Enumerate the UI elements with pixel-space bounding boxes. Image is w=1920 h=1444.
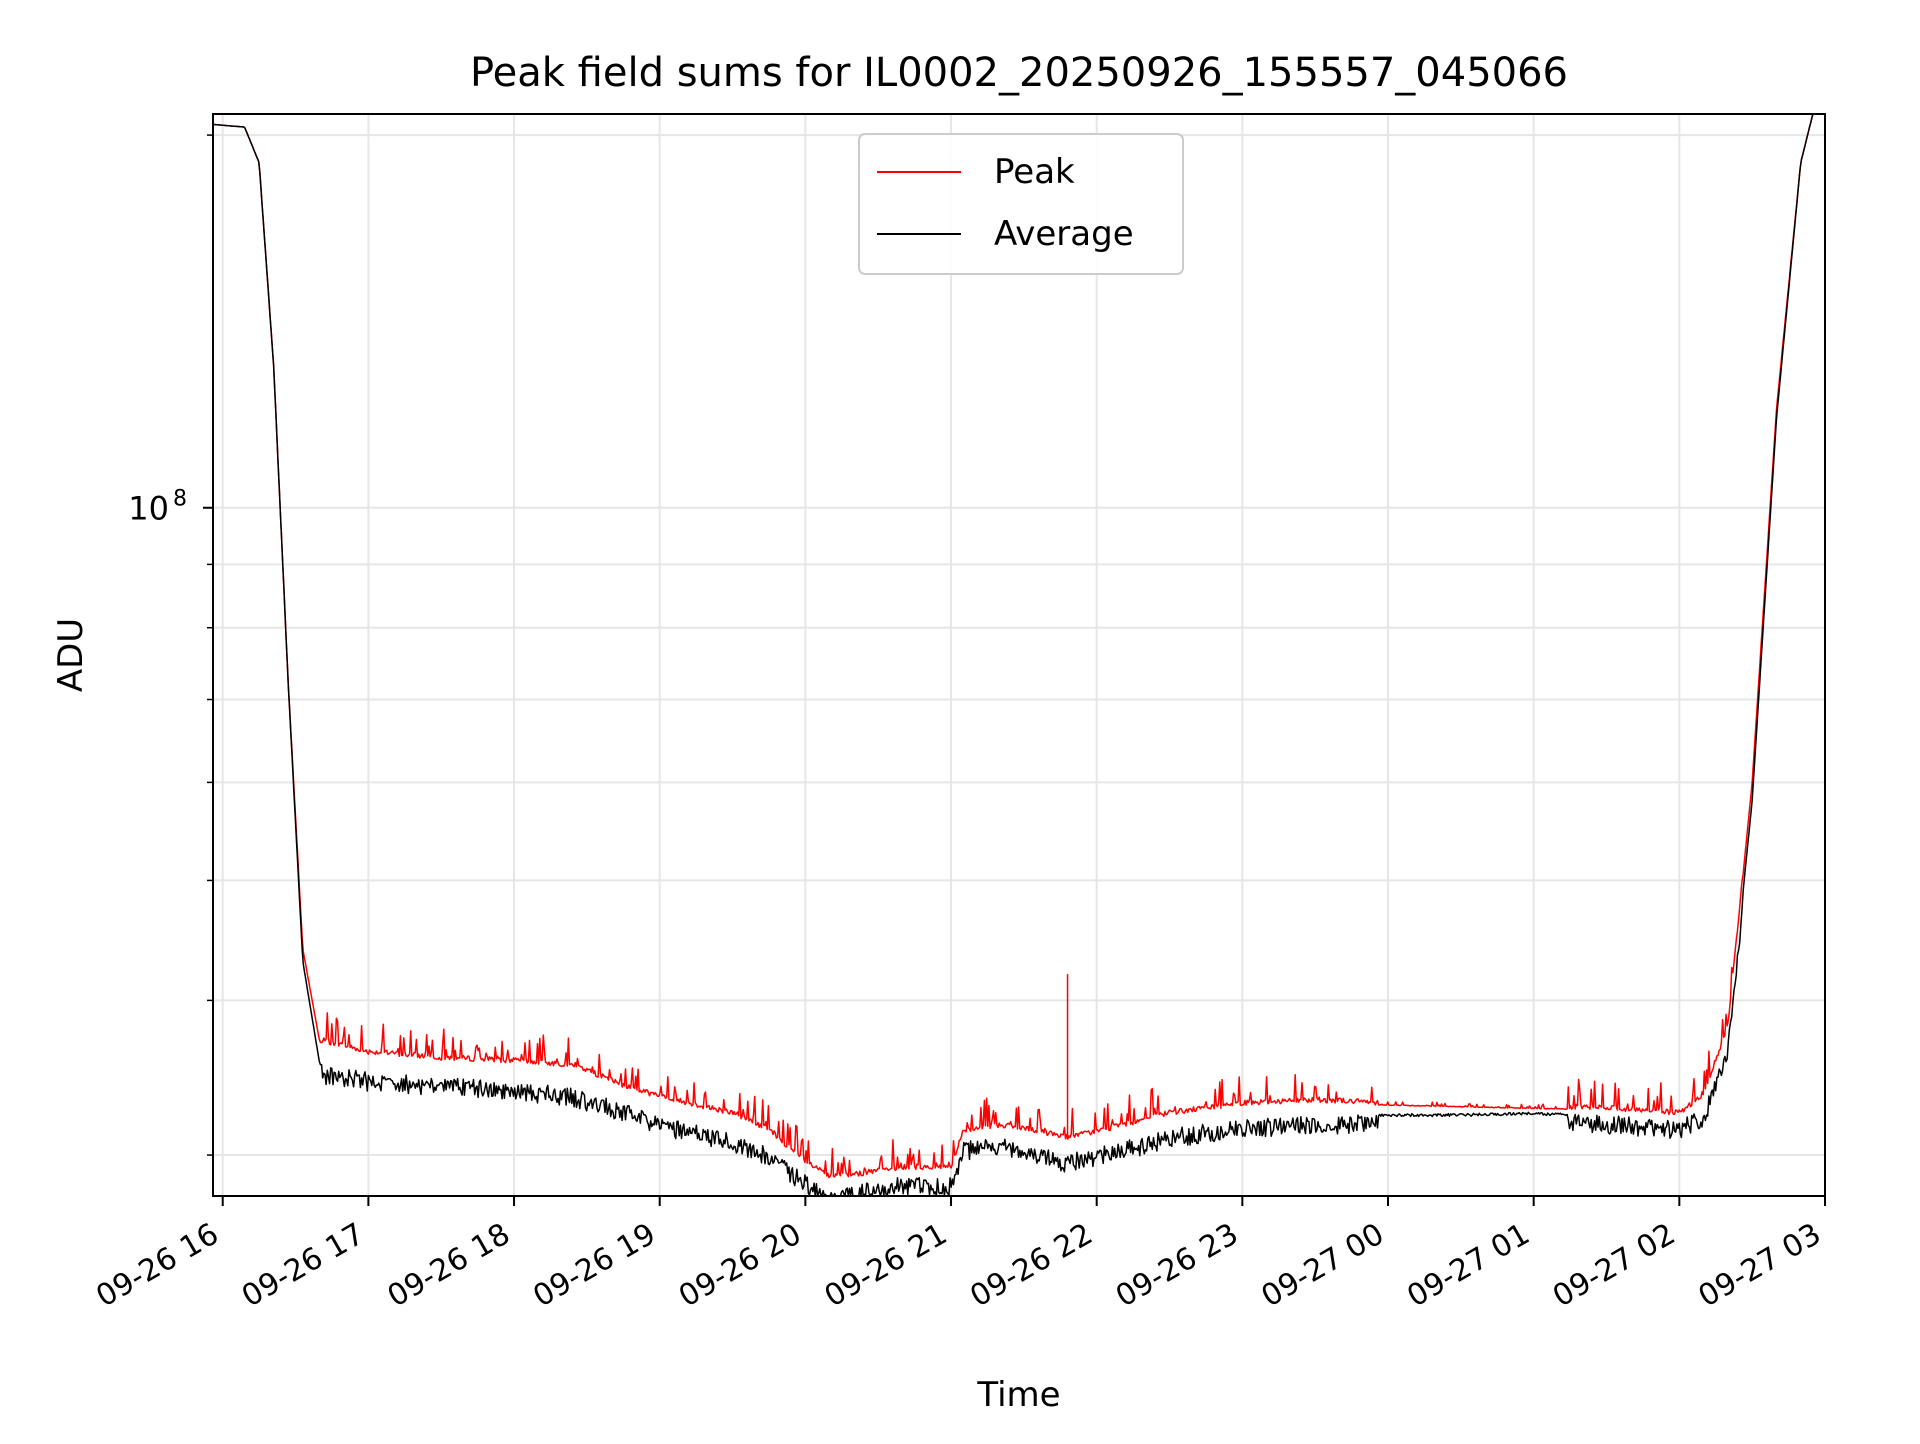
chart-title: Peak field sums for IL0002_20250926_1555… [470, 50, 1568, 96]
series-layer [212, 113, 1814, 1197]
series-line-average [212, 113, 1814, 1197]
legend-box [858, 133, 1184, 275]
series-line-peak [212, 113, 1814, 1179]
legend: Peak Average [858, 133, 1184, 275]
grid [213, 114, 1825, 1196]
y-axis-label: ADU [51, 618, 91, 692]
y-tick-label: 10 [128, 490, 169, 528]
y-tick-label-exponent: 8 [173, 487, 187, 512]
legend-label-peak: Peak [994, 152, 1075, 192]
x-axis-label: Time [976, 1375, 1060, 1415]
plot-frame [212, 113, 1826, 1197]
legend-label-average: Average [994, 214, 1134, 254]
